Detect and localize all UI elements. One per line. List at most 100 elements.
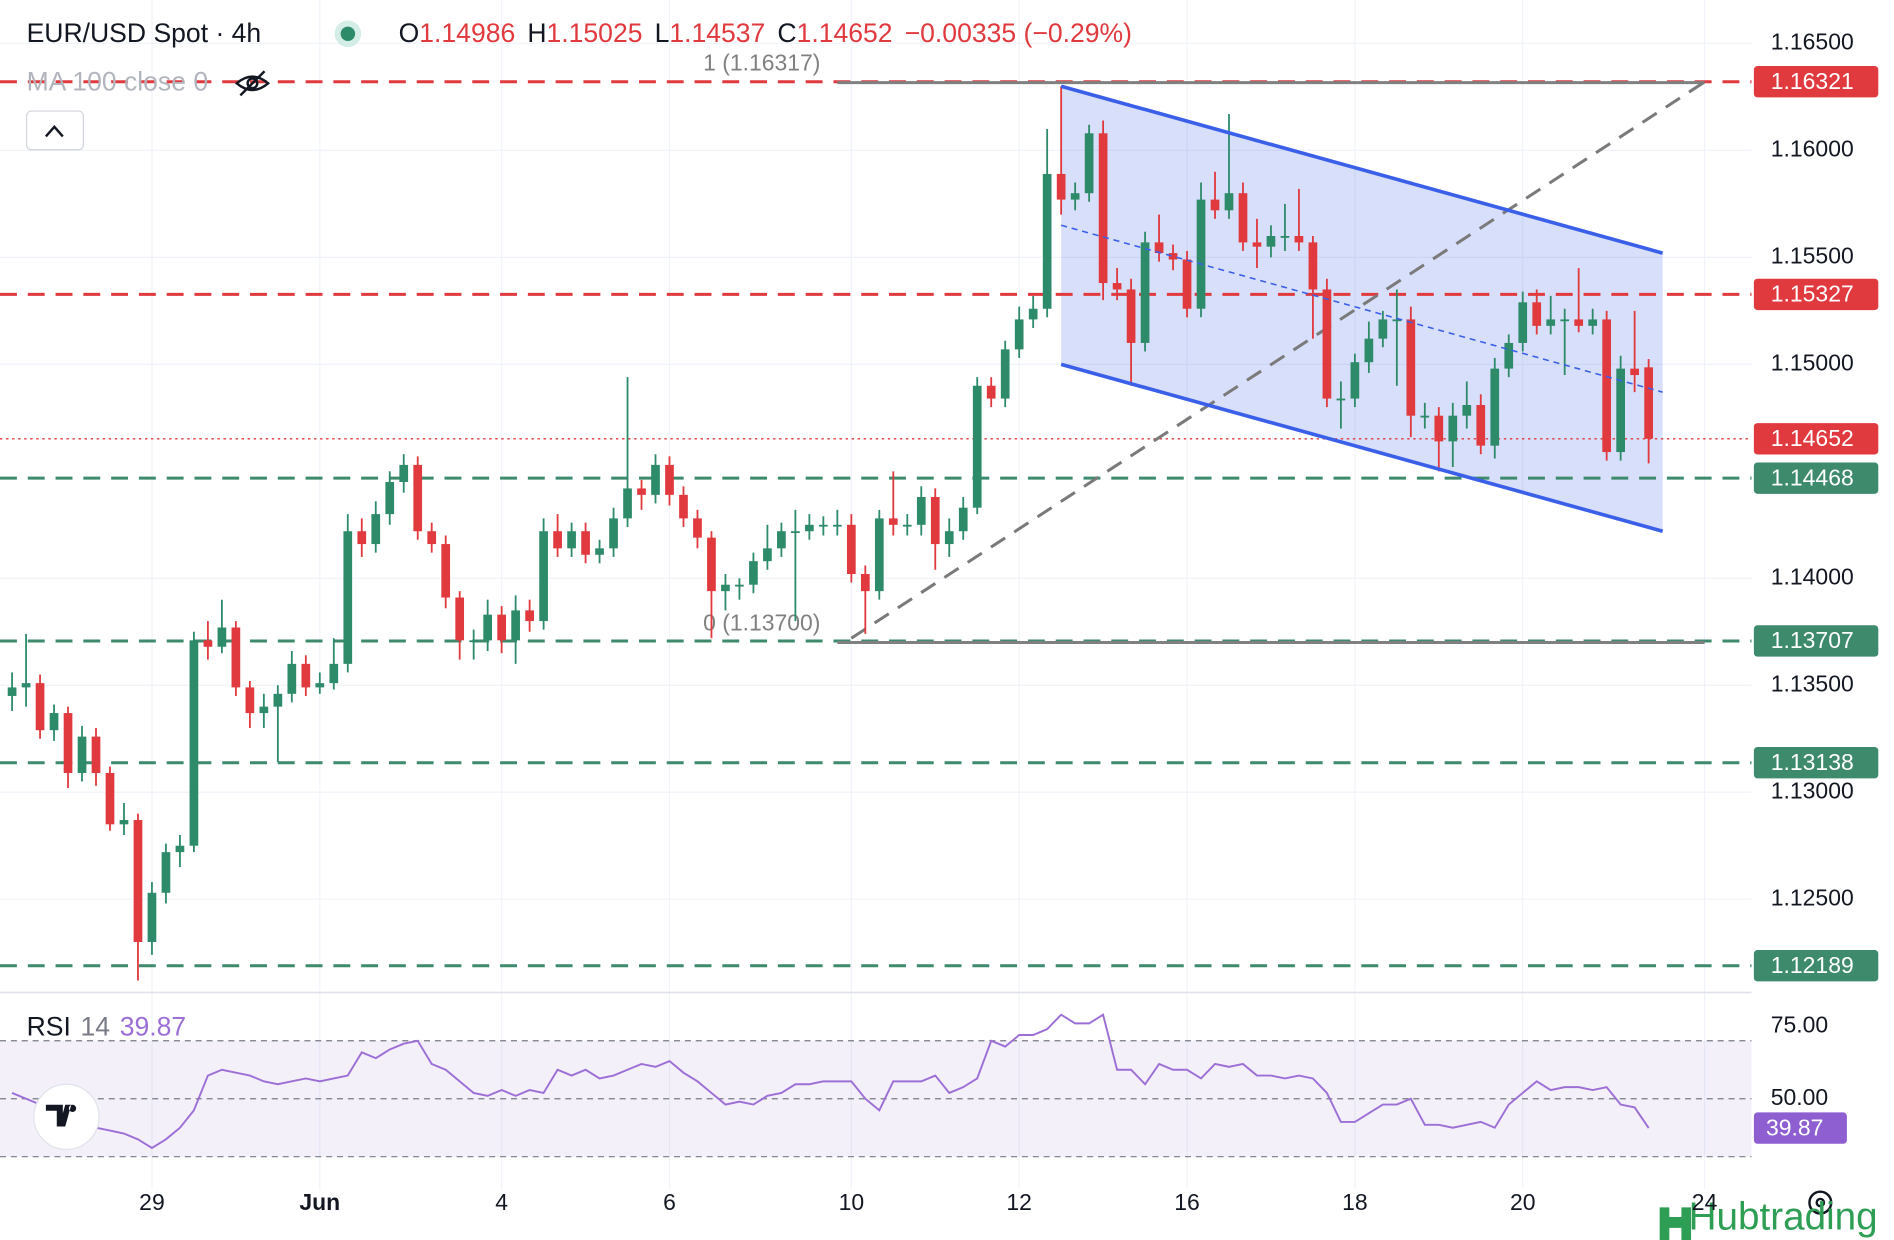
candle-body <box>1476 404 1486 446</box>
candle-body <box>1084 133 1094 194</box>
price-label-box <box>1753 423 1879 455</box>
candle-body <box>846 524 856 575</box>
candle-body <box>1434 415 1444 442</box>
candle-body <box>1574 319 1584 326</box>
candle-body <box>958 507 968 532</box>
candle-body <box>1392 319 1402 322</box>
candle-body <box>329 663 339 684</box>
ohlc-label: L <box>655 18 670 48</box>
tv-logo[interactable] <box>33 1083 100 1151</box>
candle-body <box>735 584 744 587</box>
candle-body <box>1616 368 1625 453</box>
candle-body <box>1644 367 1653 439</box>
candle-body <box>1000 349 1010 399</box>
candle-body <box>1112 283 1122 290</box>
y-tick-label: 1.16500 <box>1771 28 1854 54</box>
channel-fill <box>1061 86 1663 532</box>
chevron-up-icon[interactable] <box>44 124 64 138</box>
candle-body <box>1602 319 1612 453</box>
candle-body <box>986 385 996 399</box>
candle-body <box>1294 235 1304 243</box>
candle-body <box>874 518 884 592</box>
ohlc-legend: O1.14986 H1.15025 L1.14537 C1.14652 −0.00335… <box>399 18 1132 48</box>
candle-body <box>189 640 199 846</box>
candle-body <box>105 772 115 825</box>
header: EUR/USD Spot · 4h <box>27 18 262 48</box>
high-value: 1.15025 <box>547 18 643 48</box>
candle-body <box>1042 173 1052 309</box>
candle-body <box>1056 173 1066 200</box>
candle-body <box>343 531 353 664</box>
collapse-button[interactable] <box>25 110 84 151</box>
open-value: 1.14986 <box>419 18 515 48</box>
trend-line <box>850 80 1706 640</box>
candle-body <box>1266 235 1276 247</box>
price-label: 1.14652 <box>1771 425 1854 451</box>
candle-body <box>1490 368 1500 446</box>
hide-icon[interactable] <box>234 70 271 97</box>
candle-body <box>1406 319 1416 416</box>
rsi-tick-label: 50.00 <box>1771 1084 1828 1110</box>
eye-pupil[interactable] <box>246 77 259 90</box>
candle-body <box>525 610 534 622</box>
gear-hub[interactable] <box>1815 1197 1826 1208</box>
candle-body <box>567 531 576 549</box>
channel-upper <box>1060 84 1664 255</box>
candle-body <box>860 574 870 592</box>
tv-logo-glyph[interactable] <box>45 1104 77 1127</box>
candle-body <box>455 597 465 641</box>
price-label-box <box>1753 747 1879 779</box>
price-label: 1.16321 <box>1771 68 1854 94</box>
candle-body <box>1028 308 1038 320</box>
candle-body <box>777 531 786 549</box>
candle-body <box>539 531 548 622</box>
candle-body <box>357 531 367 545</box>
candle-body <box>791 531 800 534</box>
candle-body <box>553 531 562 549</box>
x-tick-label: 29 <box>139 1189 165 1215</box>
candle-body <box>161 852 171 893</box>
x-tick-label: 10 <box>839 1189 865 1215</box>
candle-body <box>972 385 982 508</box>
candle-body <box>581 531 590 555</box>
candle-body <box>1462 404 1472 416</box>
rsi-name: RSI <box>27 1012 71 1042</box>
fib-label: 1 (1.16317) <box>703 50 820 76</box>
candle-body <box>91 736 101 773</box>
candle-body <box>930 496 940 545</box>
watermark-logo: Hubtrading <box>1659 1196 1878 1240</box>
rsi-value-label: 39.87 <box>1766 1114 1823 1140</box>
candle-body <box>888 518 898 525</box>
candle-body <box>832 524 842 527</box>
candle-body <box>707 537 716 592</box>
candle-body <box>1154 242 1164 254</box>
candle-body <box>609 518 618 549</box>
y-tick-label: 1.12500 <box>1771 884 1854 910</box>
x-tick-label: 20 <box>1510 1189 1536 1215</box>
settings-icon[interactable] <box>1808 1190 1833 1215</box>
y-tick-label: 1.13000 <box>1771 777 1854 803</box>
rsi-line <box>11 1013 1650 1150</box>
candle-body <box>763 548 772 562</box>
candle-body <box>231 627 241 688</box>
change-value: −0.00335 (−0.29%) <box>905 18 1132 48</box>
y-tick-label: 1.15000 <box>1771 349 1854 375</box>
candle-body <box>1070 193 1080 200</box>
gear-ring[interactable] <box>1808 1190 1833 1215</box>
candle-body <box>1182 259 1192 309</box>
price-label-box <box>1753 66 1879 98</box>
eye-slash[interactable] <box>239 70 266 97</box>
price-label-box <box>1753 462 1879 494</box>
candle-body <box>651 464 660 495</box>
x-tick-label: 16 <box>1174 1189 1200 1215</box>
candle-body <box>679 494 688 519</box>
y-tick-label: 1.14000 <box>1771 563 1854 589</box>
candle-body <box>77 736 87 773</box>
candle-body <box>1420 415 1430 418</box>
watermark-icon <box>1659 1207 1692 1240</box>
candle-body <box>944 531 954 545</box>
candle-body <box>1252 242 1262 247</box>
price-label: 1.13138 <box>1771 749 1854 775</box>
candle-body <box>1098 133 1108 284</box>
